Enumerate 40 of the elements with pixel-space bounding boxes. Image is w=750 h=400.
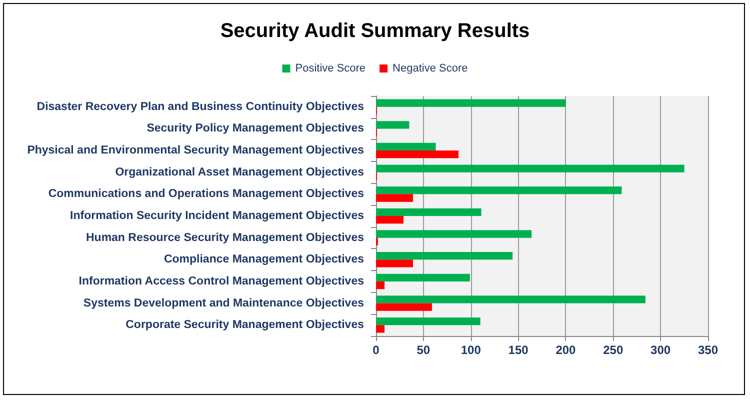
y-tick-label: Disaster Recovery Plan and Business Continuity Objectives [36, 100, 364, 113]
y-tick-label: Human Resource Security Management Objectives [86, 232, 364, 244]
bar [376, 164, 684, 172]
bar [376, 99, 566, 107]
bar [376, 194, 413, 202]
bar [376, 186, 622, 194]
x-tick-label: 100 [460, 343, 482, 357]
y-tick-label: Information Access Control Management Objectives [78, 275, 364, 288]
bar [376, 281, 385, 290]
bar [376, 230, 532, 238]
x-tick-label: 150 [508, 343, 529, 357]
y-tick-label: Communications and Operations Management Objectives [48, 188, 364, 200]
bar [376, 260, 413, 268]
y-tick-label: Security Policy Management Objectives [146, 122, 364, 135]
x-tick-label: 200 [556, 343, 576, 357]
x-tick-label: 0 [372, 343, 380, 357]
x-tick-label: 250 [603, 343, 624, 357]
x-tick-label: 300 [650, 343, 671, 357]
bar [376, 150, 459, 158]
y-tick-label: Organizational Asset Management Objectives [115, 166, 364, 178]
bar [376, 303, 432, 311]
y-tick-label: Corporate Security Management Objectives [126, 319, 364, 332]
bar [376, 325, 385, 333]
bar [376, 274, 470, 282]
bar [376, 121, 410, 129]
bar [376, 142, 436, 151]
y-tick-label: Compliance Management Objectives [164, 254, 364, 266]
legend-label: Positive Score [295, 62, 366, 74]
y-tick-label: Systems Development and Maintenance Objectives [83, 297, 364, 310]
x-tick-label: 50 [416, 343, 430, 357]
legend-label: Negative Score [392, 62, 468, 74]
bar [376, 252, 513, 260]
y-tick-label: Physical and Environmental Security Management Objectives [27, 144, 364, 157]
bar [376, 208, 482, 216]
x-tick-label: 350 [698, 343, 718, 357]
chart-title: Security Audit Summary Results [220, 20, 530, 42]
bar [376, 216, 404, 224]
bar [376, 317, 480, 326]
bar [376, 296, 646, 304]
y-tick-label: Information Security Incident Management Objectives [70, 210, 364, 222]
